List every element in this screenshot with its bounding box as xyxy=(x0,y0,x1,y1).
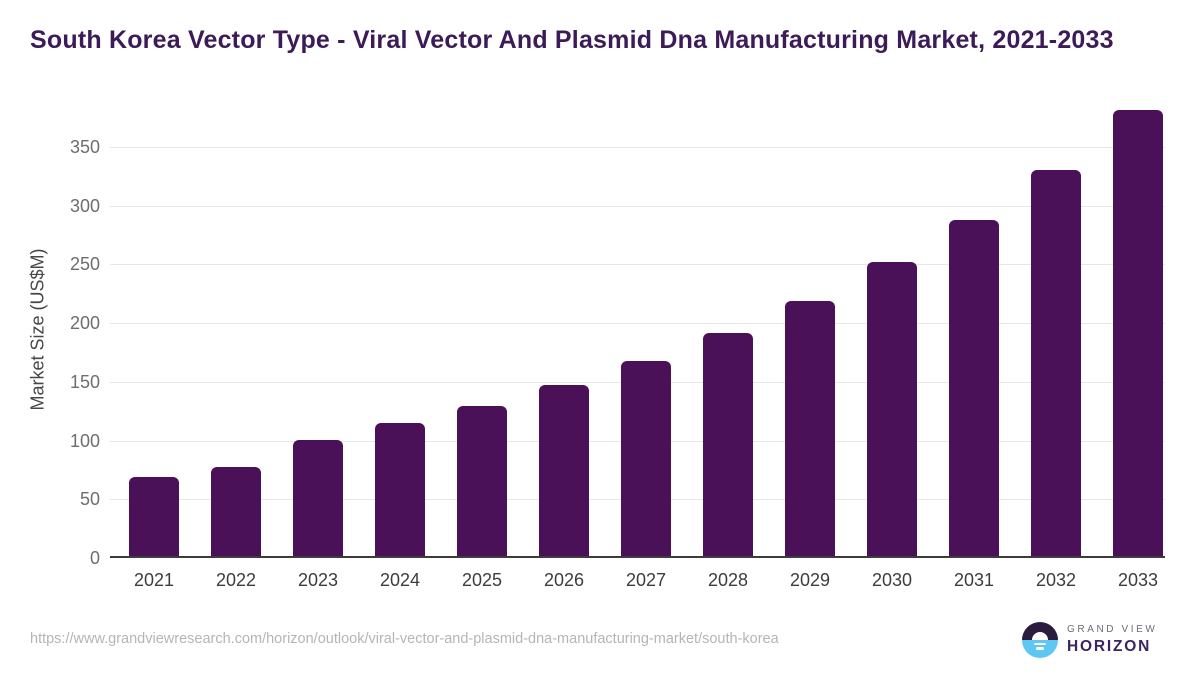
gridline-y-200 xyxy=(110,323,1165,325)
chart-title: South Korea Vector Type - Viral Vector A… xyxy=(30,26,1114,54)
x-tick-label: 2027 xyxy=(625,570,667,590)
x-tick-label: 2033 xyxy=(1117,570,1159,590)
bar-2023 xyxy=(293,439,343,556)
x-tick-label: 2032 xyxy=(1035,570,1077,590)
bar-2024 xyxy=(375,423,425,556)
bar-2032 xyxy=(1031,169,1081,556)
x-tick-label: 2028 xyxy=(707,570,749,590)
y-tick-label: 50 xyxy=(79,489,100,510)
bar-2025 xyxy=(457,405,507,556)
logo-grand-view-label: GRAND VIEW xyxy=(1067,624,1158,635)
x-tick-label: 2021 xyxy=(133,570,175,590)
gridline-y-350 xyxy=(110,146,1165,148)
bar-2029 xyxy=(785,301,835,556)
y-tick-label: 100 xyxy=(69,430,100,451)
bar-2027 xyxy=(621,361,671,556)
bar-2026 xyxy=(539,384,589,556)
logo-reflection-line xyxy=(1036,647,1044,650)
x-tick-label: 2025 xyxy=(461,570,503,590)
y-tick-label: 300 xyxy=(69,195,100,216)
logo-reflection-line xyxy=(1034,642,1046,645)
y-tick-label: 150 xyxy=(69,371,100,392)
x-tick-label: 2026 xyxy=(543,570,585,590)
x-tick-label: 2029 xyxy=(789,570,831,590)
gridline-y-250 xyxy=(110,264,1165,266)
horizon-sun-logo-icon xyxy=(1022,622,1058,658)
x-tick-label: 2031 xyxy=(953,570,995,590)
bar-2031 xyxy=(949,220,999,556)
logo-sun-dome xyxy=(1032,632,1048,640)
plot-area xyxy=(110,100,1165,558)
x-tick-label: 2024 xyxy=(379,570,421,590)
y-tick-label: 200 xyxy=(69,313,100,334)
bar-2030 xyxy=(867,262,917,556)
bar-2022 xyxy=(211,466,261,556)
logo-horizon-label: HORIZON xyxy=(1067,638,1152,655)
gridline-y-300 xyxy=(110,205,1165,207)
y-tick-label: 350 xyxy=(69,136,100,157)
footer-source-url: https://www.grandviewresearch.com/horizo… xyxy=(30,631,779,647)
bar-2021 xyxy=(129,477,179,556)
brand-logo: GRAND VIEW HORIZON xyxy=(1022,622,1157,658)
bar-2033 xyxy=(1113,109,1163,556)
logo-text: GRAND VIEW HORIZON xyxy=(1067,624,1157,656)
x-tick-label: 2022 xyxy=(215,570,257,590)
y-tick-label: 0 xyxy=(89,548,100,568)
y-tick-label: 250 xyxy=(69,254,100,275)
x-tick-label: 2030 xyxy=(871,570,913,590)
bar-2028 xyxy=(703,332,753,556)
x-tick-label: 2023 xyxy=(297,570,339,590)
